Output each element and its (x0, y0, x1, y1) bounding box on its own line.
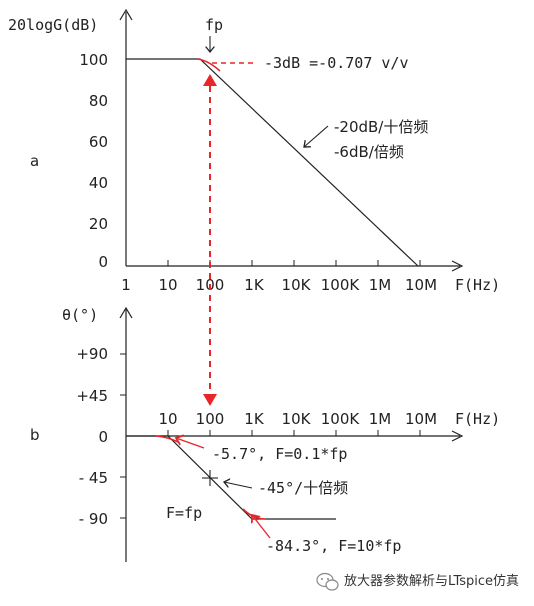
phase-mid-pointer-arrow (224, 482, 253, 489)
magnitude-y-tick: 20 (89, 215, 108, 233)
magnitude-y-tick: 0 (98, 253, 108, 271)
phase-mid-label: -45°/十倍频 (258, 479, 348, 497)
phase-x-axis-arrow (451, 430, 464, 442)
phase-high-label: -84.3°, F=10*fp (266, 537, 401, 555)
magnitude-x-axis-title: F(Hz) (455, 276, 500, 294)
panel-label-a: a (30, 152, 39, 170)
phase-low-label: -5.7°, F=0.1*fp (212, 445, 347, 463)
watermark: 放大器参数解析与LTspice仿真 (316, 572, 519, 591)
phase-y-axis-arrow (119, 306, 133, 319)
phase-chart: θ(°) +90 +45 0 - 45 - 90 10 100 (30, 306, 500, 562)
phase-x-tick: 1M (369, 410, 392, 428)
magnitude-y-axis-title: 20logG(dB) (8, 16, 98, 34)
phase-y-tick: +90 (76, 345, 108, 363)
minus-3db-label: -3dB =-0.707 v/v (264, 54, 409, 72)
magnitude-x-tick: 10M (405, 276, 437, 294)
magnitude-x-tick: 1K (244, 276, 265, 294)
magnitude-asymptote (126, 58, 419, 267)
magnitude-y-tick: 80 (89, 92, 108, 110)
phase-x-tick: 100K (321, 410, 361, 428)
magnitude-chart: 20logG(dB) 100 80 60 40 20 0 1 10 100 1K… (8, 8, 500, 294)
magnitude-x-tick: 10 (158, 276, 177, 294)
phase-y-tick: +45 (76, 387, 108, 405)
magnitude-y-tick: 60 (89, 133, 108, 151)
magnitude-x-tick: 1M (369, 276, 392, 294)
watermark-text: 放大器参数解析与LTspice仿真 (344, 573, 519, 589)
magnitude-x-tick: 10K (282, 276, 312, 294)
phase-x-tick: 1K (244, 410, 265, 428)
phase-x-tick: 10M (405, 410, 437, 428)
phase-high-pointer-arrow (252, 515, 271, 539)
phase-x-tick: 10K (282, 410, 312, 428)
phase-x-tick: 10 (158, 410, 177, 428)
slope-pointer-arrow (304, 125, 329, 147)
fp-guide-arrow-up (203, 74, 217, 86)
phase-x-axis-title: F(Hz) (455, 410, 500, 428)
wechat-icon (316, 572, 339, 591)
panel-label-b: b (30, 426, 40, 444)
minus-3db-curve (197, 58, 221, 72)
fp-label: fp (205, 16, 223, 34)
magnitude-y-tick: 40 (89, 174, 108, 192)
slope-label-decade: -20dB/十倍频 (334, 118, 428, 136)
phase-low-curve (155, 435, 179, 443)
phase-y-axis-title: θ(°) (62, 306, 98, 324)
phase-y-tick: 0 (98, 428, 108, 446)
magnitude-y-axis-arrow (119, 8, 133, 21)
magnitude-y-tick: 100 (79, 51, 108, 69)
phase-low-pointer-arrow (176, 438, 205, 449)
phase-fp-label: F=fp (166, 504, 202, 522)
magnitude-x-axis-arrow (451, 260, 464, 272)
phase-y-tick: - 45 (79, 469, 108, 487)
phase-x-tick: 100 (196, 410, 225, 428)
slope-label-octave: -6dB/倍频 (334, 143, 404, 161)
magnitude-x-tick: 1 (121, 276, 131, 294)
fp-guide-arrow-down (203, 394, 217, 406)
magnitude-x-tick: 100K (321, 276, 361, 294)
phase-y-tick: - 90 (79, 510, 108, 528)
